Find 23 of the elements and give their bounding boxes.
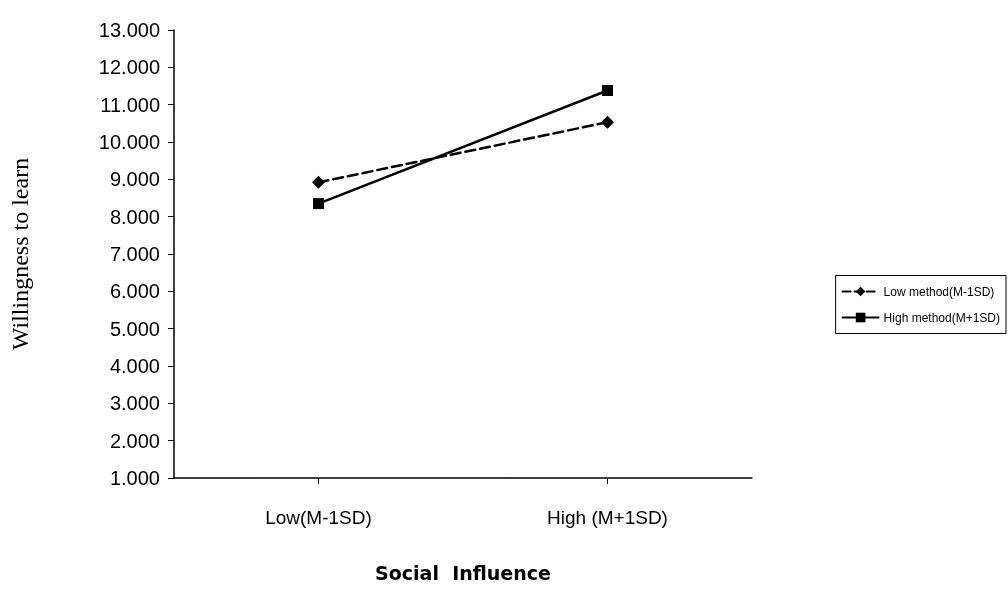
y-tick-label: 13.000 <box>98 19 160 41</box>
y-tick-label: 11.000 <box>100 93 160 116</box>
y-tick-label: 10.000 <box>98 131 160 153</box>
point <box>313 198 324 210</box>
y-tick-label: 4.000 <box>109 355 160 377</box>
legend-label: High method(M+1SD) <box>883 310 1001 325</box>
y-tick-label: 2.000 <box>109 429 160 452</box>
point <box>312 175 325 189</box>
y-tick-label: 12.000 <box>98 56 160 79</box>
y-tick-label: 8.000 <box>109 205 160 228</box>
point <box>601 115 614 129</box>
x-axis-title: Social Influence <box>375 561 551 584</box>
y-axis-title: Willingness to learn <box>7 157 33 351</box>
point <box>602 84 613 96</box>
y-tick-label: 5.000 <box>109 317 160 340</box>
y-tick-label: 1.000 <box>109 467 160 489</box>
y-tick-label: 3.000 <box>109 392 160 415</box>
x-tick-label: Low(M-1SD) <box>265 507 372 528</box>
legend-label: Low method(M-1SD) <box>883 284 995 299</box>
y-tick-label: 6.000 <box>109 280 160 303</box>
y-tick-label: 9.000 <box>109 168 160 191</box>
y-tick-label: 7.000 <box>109 243 160 265</box>
x-tick-label: High (M+1SD) <box>547 507 668 528</box>
